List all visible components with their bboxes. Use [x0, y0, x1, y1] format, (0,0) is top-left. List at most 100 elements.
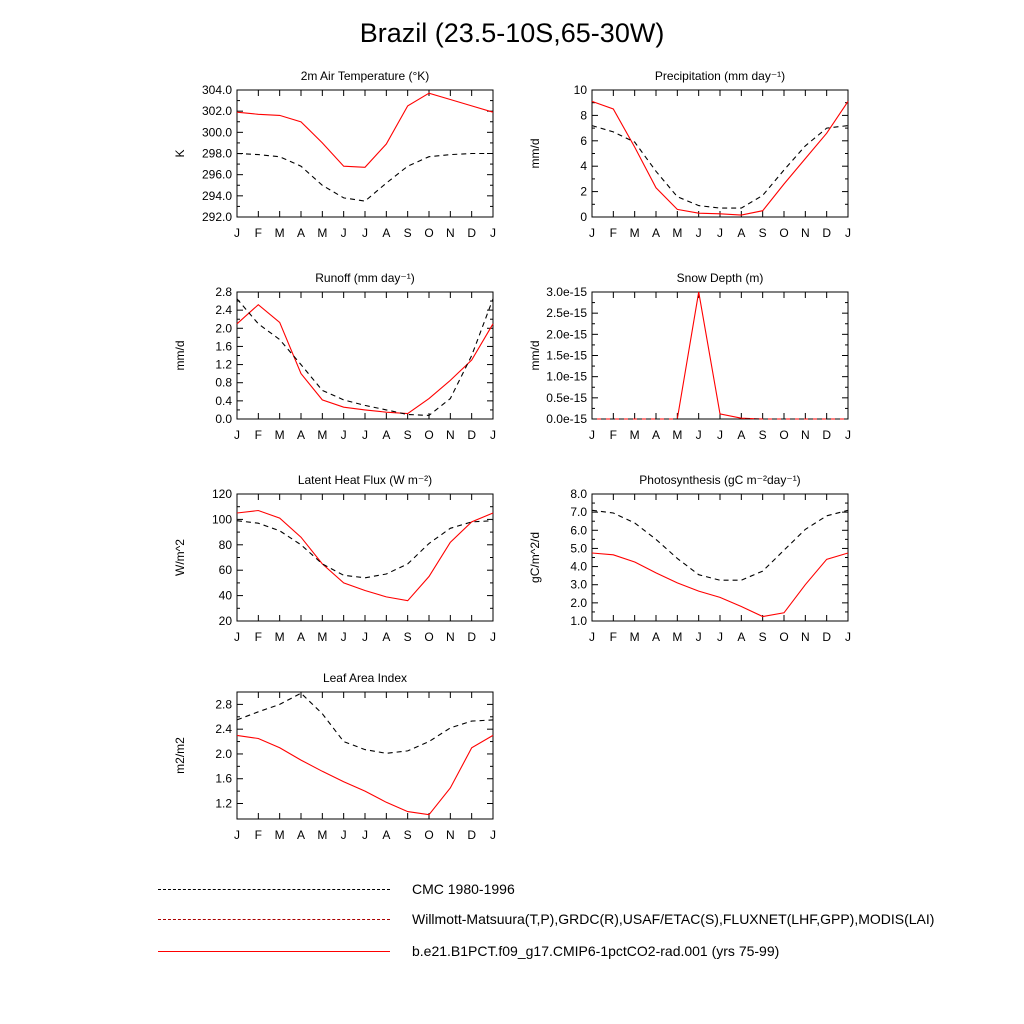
y-axis-label: mm/d	[528, 341, 542, 371]
x-tick-label: D	[467, 226, 476, 240]
y-tick-label: 120	[212, 487, 232, 501]
x-tick-label: A	[297, 226, 305, 240]
x-tick-label: J	[589, 630, 595, 644]
y-tick-label: 1.2	[215, 797, 232, 811]
y-tick-label: 7.0	[570, 505, 587, 519]
x-tick-label: J	[845, 630, 851, 644]
plot-frame	[591, 493, 849, 622]
x-tick-label: A	[652, 428, 660, 442]
chart-panel-lhf: Latent Heat Flux (W m⁻²)W/m^2J F M A M J J A S O N…	[173, 473, 496, 644]
x-tick-label: M	[672, 630, 682, 644]
y-tick-label: 1.2	[215, 358, 232, 372]
x-tick-label: S	[404, 630, 412, 644]
y-tick-label: 20	[219, 614, 233, 628]
panel-title: Precipitation (mm day⁻¹)	[655, 69, 785, 83]
y-tick-label: 0.0	[215, 412, 232, 426]
y-tick-label: 4	[580, 159, 587, 173]
x-tick-label: A	[652, 226, 660, 240]
x-tick-label: O	[424, 428, 433, 442]
y-tick-label: 0.4	[215, 394, 232, 408]
x-tick-label: M	[317, 428, 327, 442]
x-tick-label: J	[589, 226, 595, 240]
x-tick-label: N	[446, 428, 455, 442]
series-line-model	[236, 303, 494, 415]
x-tick-label: J	[341, 630, 347, 644]
series-line-obs	[236, 298, 494, 416]
y-tick-label: 8.0	[570, 487, 587, 501]
x-tick-label: S	[404, 428, 412, 442]
y-tick-label: 0.5e-15	[546, 391, 587, 405]
series-line-model	[236, 509, 494, 602]
x-tick-label: J	[362, 630, 368, 644]
legend-sample-dashed-multicolor	[158, 919, 390, 920]
y-tick-label: 294.0	[202, 189, 232, 203]
x-tick-label: J	[234, 630, 240, 644]
x-tick-label: A	[382, 226, 390, 240]
series-line-model	[591, 100, 849, 216]
chart-panel-gpp: Photosynthesis (gC m⁻²day⁻¹)gC/m^2/dJ F M A…	[528, 473, 851, 644]
y-tick-label: 2.0e-15	[546, 327, 587, 341]
y-tick-label: 0.8	[215, 376, 232, 390]
x-tick-label: F	[610, 630, 617, 644]
panel-title: Runoff (mm day⁻¹)	[315, 271, 414, 285]
y-tick-label: 1.6	[215, 339, 232, 353]
x-tick-label: O	[779, 226, 788, 240]
x-tick-label: A	[297, 828, 305, 842]
x-tick-label: F	[610, 226, 617, 240]
x-tick-label: S	[404, 828, 412, 842]
x-tick-label: J	[696, 630, 702, 644]
x-tick-label: M	[317, 630, 327, 644]
x-tick-label: J	[490, 630, 496, 644]
y-tick-label: 40	[219, 589, 233, 603]
x-tick-label: M	[672, 428, 682, 442]
y-tick-label: 2.4	[215, 303, 232, 317]
panel-title: Leaf Area Index	[323, 671, 407, 685]
x-tick-label: S	[759, 226, 767, 240]
x-tick-label: J	[717, 630, 723, 644]
x-tick-label: N	[801, 226, 810, 240]
x-tick-label: J	[845, 428, 851, 442]
y-tick-label: 296.0	[202, 168, 232, 182]
y-tick-label: 292.0	[202, 210, 232, 224]
x-tick-label: J	[362, 828, 368, 842]
x-tick-label: A	[382, 428, 390, 442]
y-tick-label: 1.0e-15	[546, 370, 587, 384]
legend-label: Willmott-Matsuura(T,P),GRDC(R),USAF/ETAC…	[412, 911, 935, 927]
y-tick-label: 0.0e-15	[546, 412, 587, 426]
plot-frame	[236, 493, 494, 622]
x-tick-label: N	[446, 226, 455, 240]
panel-title: Snow Depth (m)	[677, 271, 764, 285]
y-tick-label: 304.0	[202, 83, 232, 97]
x-tick-label: N	[446, 828, 455, 842]
x-tick-label: M	[672, 226, 682, 240]
y-tick-label: 300.0	[202, 125, 232, 139]
x-tick-label: J	[490, 428, 496, 442]
x-tick-label: F	[255, 630, 262, 644]
x-tick-label: J	[490, 226, 496, 240]
chart-panel-runoff: Runoff (mm day⁻¹)mm/dJ F M A M J J A S O N D J0.00.4…	[173, 271, 496, 442]
legend-entry-model: b.e21.B1PCT.f09_g17.CMIP6-1pctCO2-rad.00…	[158, 942, 978, 962]
chart-panel-precip: Precipitation (mm day⁻¹)mm/dJ F M A M J J A S O N D…	[528, 69, 851, 240]
legend-entry-obs: Willmott-Matsuura(T,P),GRDC(R),USAF/ETAC…	[158, 910, 978, 930]
y-tick-label: 298.0	[202, 147, 232, 161]
y-axis-label: gC/m^2/d	[528, 532, 542, 583]
x-tick-label: M	[317, 828, 327, 842]
y-axis-label: m2/m2	[173, 737, 187, 774]
x-tick-label: J	[589, 428, 595, 442]
x-tick-label: F	[610, 428, 617, 442]
y-tick-label: 6.0	[570, 523, 587, 537]
y-axis-label: mm/d	[173, 341, 187, 371]
y-axis-label: W/m^2	[173, 539, 187, 576]
x-tick-label: N	[801, 630, 810, 644]
x-tick-label: J	[717, 428, 723, 442]
x-tick-label: N	[446, 630, 455, 644]
x-tick-label: O	[424, 630, 433, 644]
y-tick-label: 3.0	[570, 578, 587, 592]
plot-frame	[236, 291, 494, 420]
x-tick-label: D	[822, 428, 831, 442]
plot-frame	[591, 291, 849, 420]
x-tick-label: D	[467, 828, 476, 842]
panel-title: 2m Air Temperature (°K)	[301, 69, 430, 83]
x-tick-label: J	[362, 428, 368, 442]
